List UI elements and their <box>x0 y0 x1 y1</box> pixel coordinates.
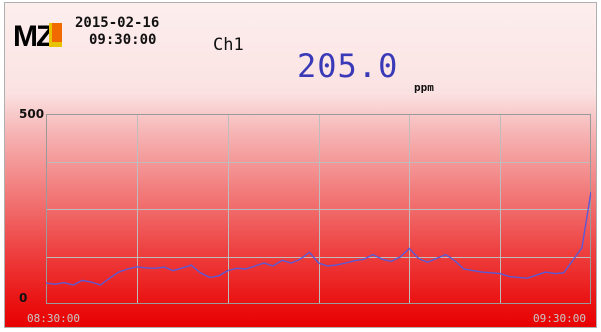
x-axis-start-label: 08:30:00 <box>27 312 80 325</box>
plot-frame <box>46 114 591 304</box>
y-axis-max-label: 500 <box>19 107 45 121</box>
logo-l-cut <box>52 23 62 42</box>
ppm-trace-line <box>46 191 591 286</box>
channel-label: Ch1 <box>213 35 244 55</box>
time-text: 09:30:00 <box>89 32 157 48</box>
chart-grid <box>46 114 591 304</box>
unit-label: ppm <box>414 81 434 94</box>
trend-chart <box>46 114 591 304</box>
current-reading: 205.0 <box>297 47 399 85</box>
y-axis-min-label: 0 <box>19 291 28 305</box>
x-axis-end-label: 09:30:00 <box>533 312 586 325</box>
mzl-logo: MZ <box>13 20 62 51</box>
recorder-screen: MZ 2015-02-16 09:30:00 Ch1 205.0 ppm 500… <box>4 2 597 328</box>
date-text: 2015-02-16 <box>75 15 160 31</box>
logo-text: MZ <box>13 20 54 51</box>
datetime-display: 2015-02-16 09:30:00 <box>75 15 159 49</box>
